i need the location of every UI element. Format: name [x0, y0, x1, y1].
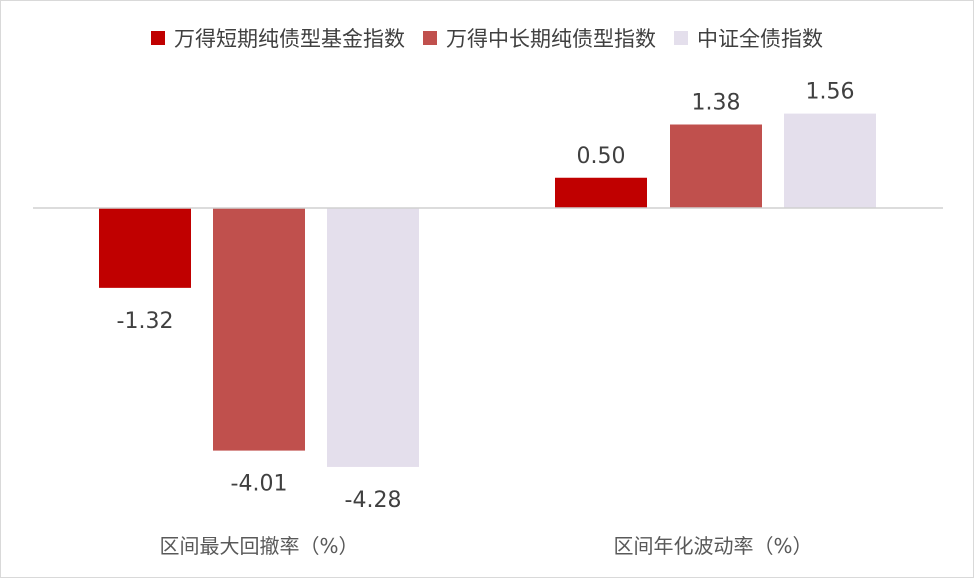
data-label: -1.32	[117, 309, 174, 334]
legend-label: 万得中长期纯债型指数	[446, 27, 656, 51]
bar	[213, 208, 305, 451]
legend: 万得短期纯债型基金指数 万得中长期纯债型指数 中证全债指数	[1, 23, 973, 53]
data-label: 1.38	[692, 91, 741, 116]
legend-swatch	[423, 31, 437, 45]
legend-swatch	[674, 31, 688, 45]
legend-swatch	[151, 31, 165, 45]
data-label: 1.56	[806, 80, 855, 105]
legend-label: 万得短期纯债型基金指数	[174, 27, 405, 51]
legend-item-csi-all-bond: 中证全债指数	[674, 23, 823, 53]
data-label: 0.50	[577, 144, 626, 169]
bar	[784, 113, 876, 208]
bar	[99, 208, 191, 288]
bar	[327, 208, 419, 467]
category-label: 区间最大回撤率（%）	[159, 534, 358, 558]
bar	[555, 177, 647, 208]
data-label: -4.28	[345, 488, 402, 513]
legend-item-short-term: 万得短期纯债型基金指数	[151, 23, 405, 53]
legend-label: 中证全债指数	[697, 27, 823, 51]
bar	[670, 124, 762, 208]
legend-item-mid-long-term: 万得中长期纯债型指数	[423, 23, 656, 53]
data-label: -4.01	[231, 472, 288, 497]
category-label: 区间年化波动率（%）	[613, 534, 812, 558]
